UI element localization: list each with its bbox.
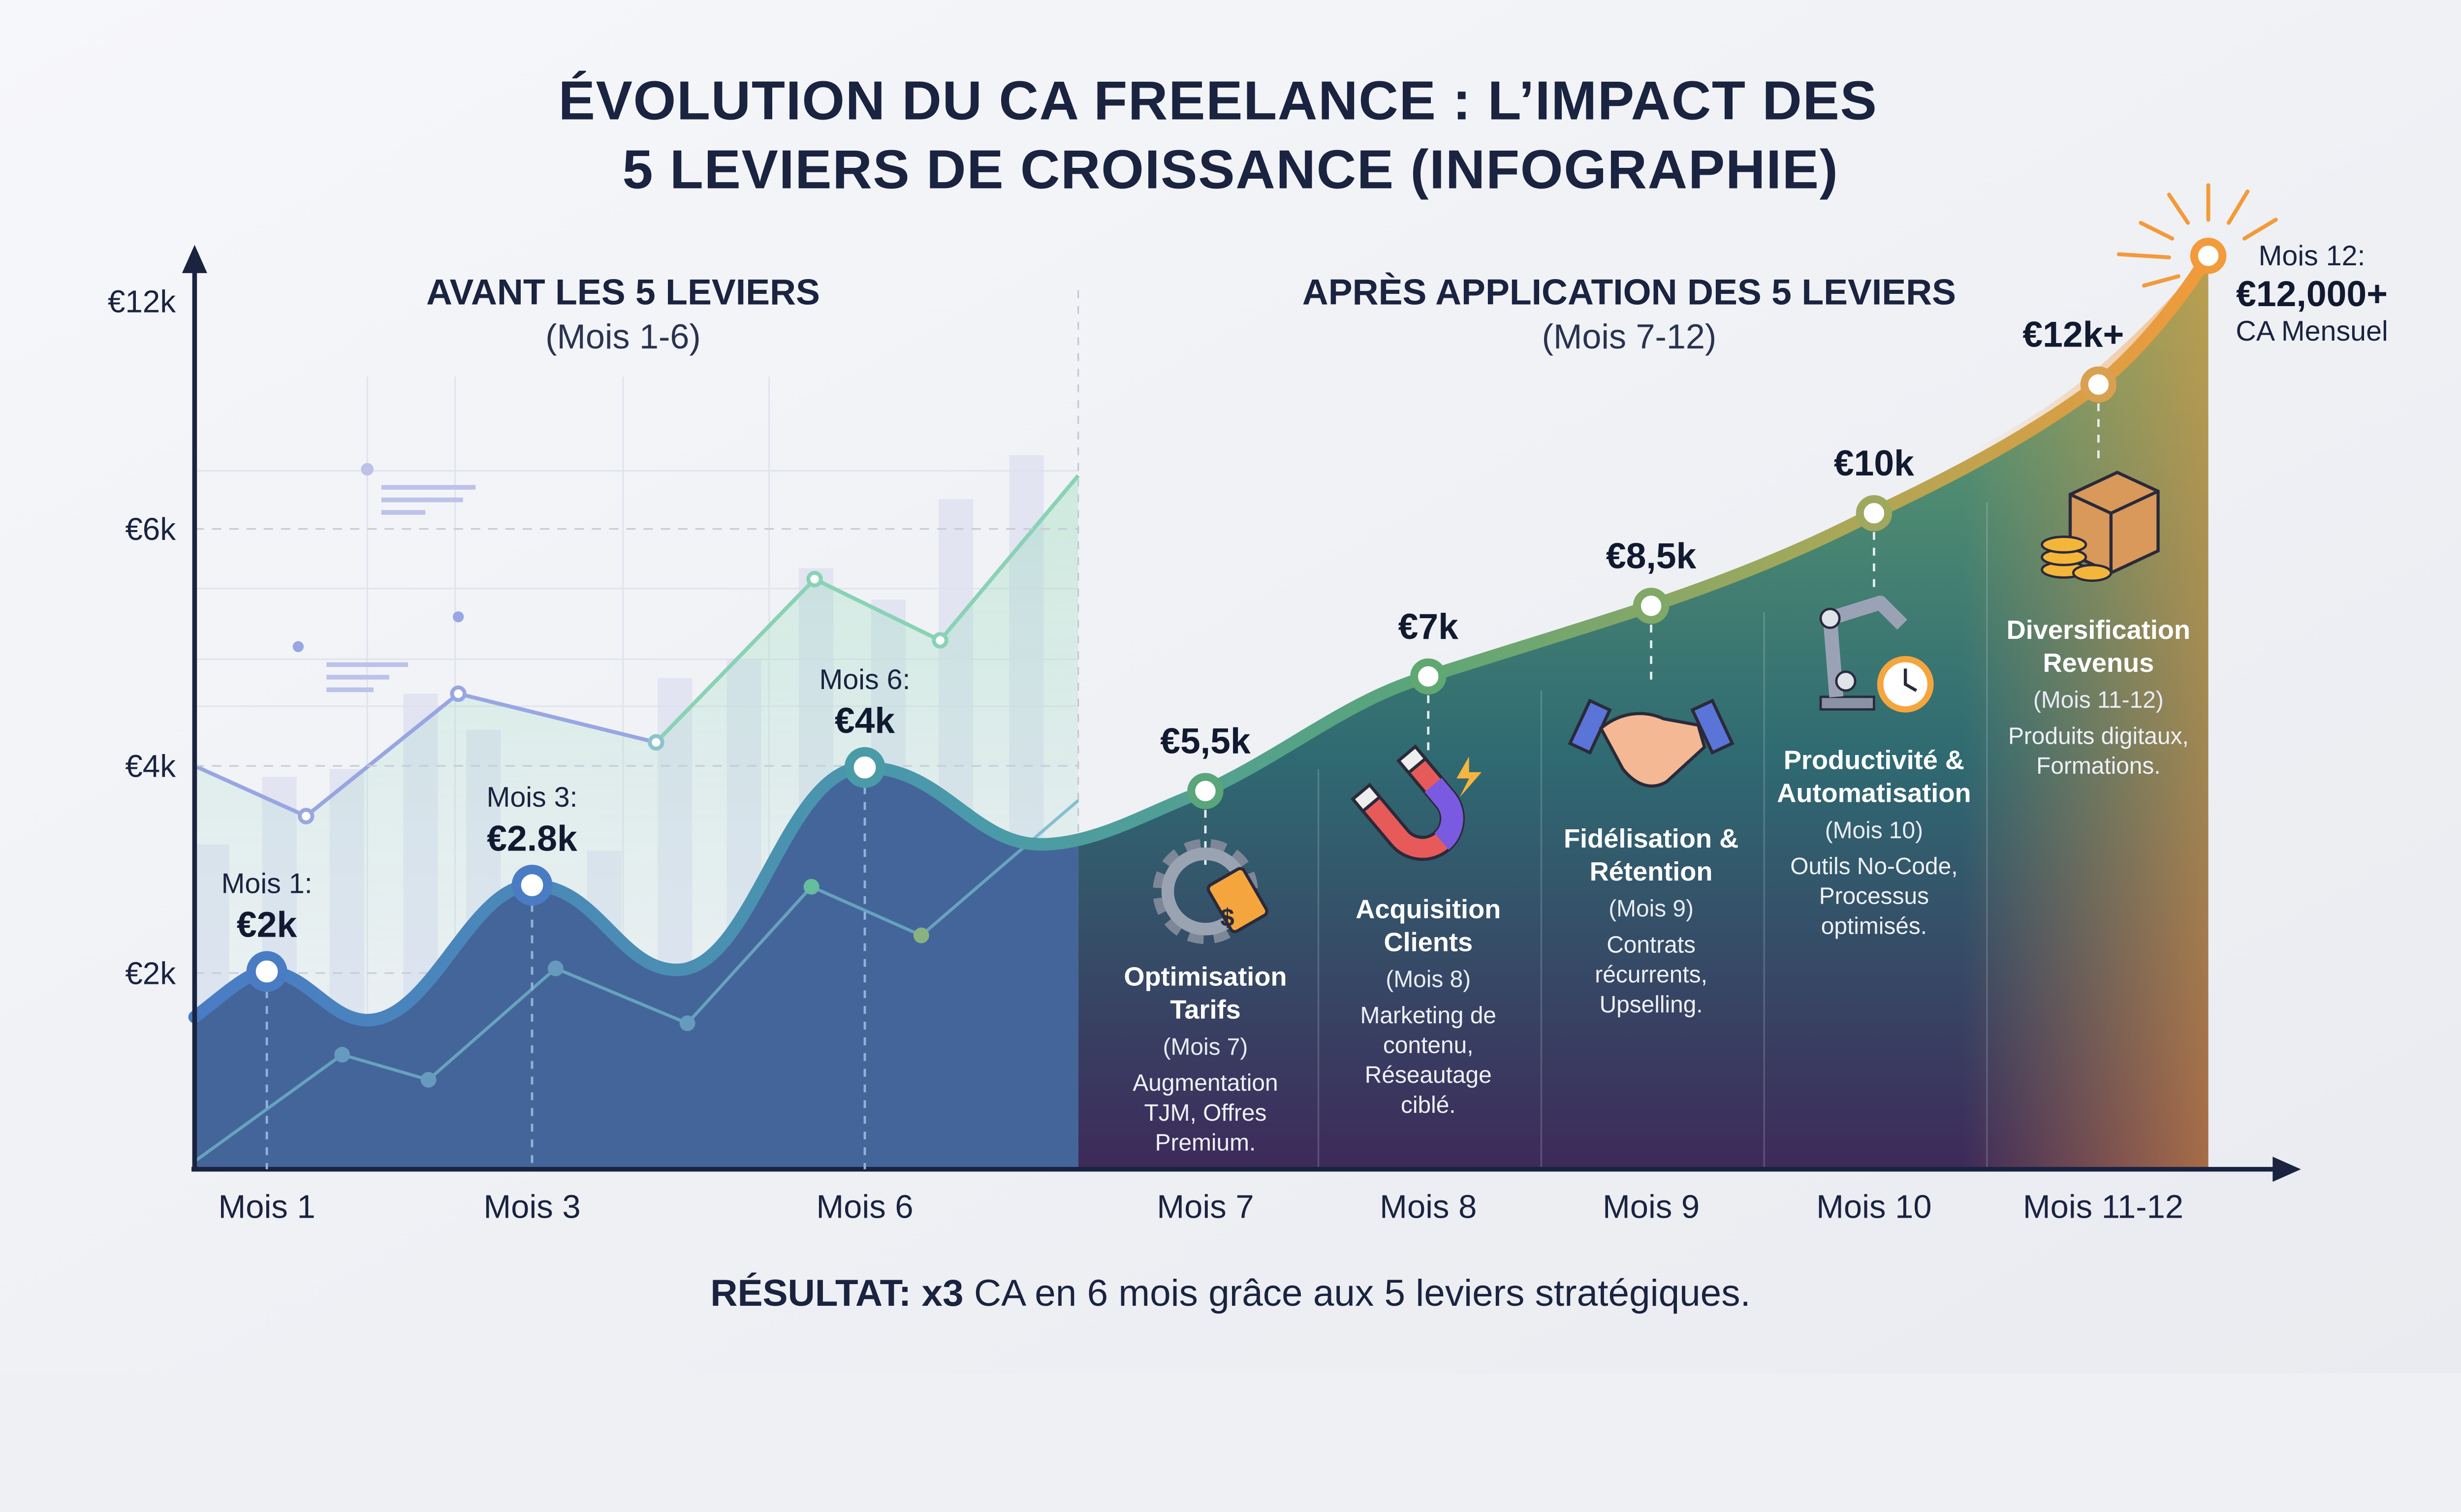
lever-description: Upselling. <box>1600 992 1703 1018</box>
y-tick-12k: €12k <box>108 284 176 319</box>
data-point-marker <box>1856 495 1893 532</box>
lever-month: (Mois 7) <box>1163 1034 1248 1060</box>
x-tick-label: Mois 9 <box>1603 1188 1700 1225</box>
infographic: ÉVOLUTION DU CA FREELANCE : L’IMPACT DES… <box>0 0 2461 1374</box>
point-label: Mois 1: <box>221 868 313 899</box>
lever-month: (Mois 11-12) <box>2033 687 2164 713</box>
robot-arm-clock-icon <box>1819 596 1934 713</box>
lever-month: (Mois 8) <box>1386 967 1471 993</box>
x-tick-label: Mois 8 <box>1380 1188 1477 1225</box>
lever-description: Contrats <box>1607 932 1696 958</box>
data-point-marker <box>1187 773 1224 809</box>
point-label: Mois 12: <box>2259 240 2366 272</box>
axes <box>182 245 2301 1182</box>
data-point-marker <box>1633 588 1670 624</box>
lever-description: optimisés. <box>1821 913 1927 939</box>
y-tick-2k: €2k <box>125 955 176 991</box>
area-before <box>194 767 1078 1169</box>
lever-description: Augmentation <box>1133 1070 1278 1096</box>
lever-description: Processus <box>1819 883 1929 910</box>
lever-title: Optimisation <box>1124 962 1287 992</box>
lever-title: Clients <box>1384 927 1473 957</box>
gear-price-tag-icon: $ <box>1153 839 1269 945</box>
gridlines <box>194 528 1078 974</box>
lever-title: Fidélisation & <box>1564 824 1738 853</box>
lever-description: Premium. <box>1155 1130 1256 1156</box>
svg-text:$: $ <box>1220 903 1234 931</box>
lever-description: TJM, Offres <box>1144 1100 1267 1126</box>
x-tick-label: Mois 7 <box>1157 1188 1254 1225</box>
lever-description: ciblé. <box>1401 1092 1456 1118</box>
result-bold: RÉSULTAT: x3 <box>710 1272 963 1314</box>
lever-title: Acquisition <box>1356 894 1501 924</box>
x-tick-label: Mois 11-12 <box>2023 1188 2183 1225</box>
point-value: €12,000+ <box>2236 274 2388 314</box>
column-separators <box>1317 502 1988 1169</box>
lever-4: Productivité &Automatisation (Mois 10) Out… <box>1777 745 1971 939</box>
lever-title: Tarifs <box>1170 995 1241 1025</box>
lever-description: contenu, <box>1383 1033 1474 1059</box>
result-text: CA en 6 mois grâce aux 5 leviers stratég… <box>964 1272 1751 1314</box>
x-tick-label: Mois 1 <box>218 1188 315 1225</box>
lever-title: Rétention <box>1590 857 1713 886</box>
section-before-sub: (Mois 1-6) <box>545 317 701 356</box>
point-value: €8,5k <box>1606 536 1697 576</box>
point-value: €7k <box>1398 606 1459 647</box>
title-line-1: ÉVOLUTION DU CA FREELANCE : L’IMPACT DES <box>558 69 1877 131</box>
data-point-marker <box>844 747 885 788</box>
lever-title: Revenus <box>2043 648 2154 678</box>
point-value: €10k <box>1834 443 1914 483</box>
result-footer: RÉSULTAT: x3 CA en 6 mois grâce aux 5 le… <box>710 1272 1751 1314</box>
point-label: Mois 6: <box>820 664 911 695</box>
lever-month: (Mois 10) <box>1825 818 1923 844</box>
lever-month: (Mois 9) <box>1609 896 1694 922</box>
lever-description: Produits digitaux, <box>2008 723 2189 749</box>
point-value: €4k <box>835 700 895 741</box>
area-orange-glow <box>1961 255 2209 1169</box>
section-after-title: APRÈS APPLICATION DES 5 LEVIERS <box>1302 272 1956 313</box>
lever-description: Réseautage <box>1365 1062 1492 1088</box>
x-axis-ticks: Mois 1 Mois 3 Mois 6 Mois 7 Mois 8 Mois 9 Mois… <box>218 1188 2183 1225</box>
title-line-2: 5 LEVIERS DE CROISSANCE (INFOGRAPHIE) <box>623 139 1839 200</box>
section-before-title: AVANT LES 5 LEVIERS <box>426 272 820 313</box>
x-tick-label: Mois 10 <box>1816 1188 1931 1225</box>
point-value: €12k+ <box>2022 315 2124 355</box>
point-value: €2.8k <box>487 818 577 858</box>
point-value: €2k <box>237 905 297 945</box>
lever-description: Outils No-Code, <box>1790 853 1957 880</box>
lever-title: Diversification <box>2007 615 2190 645</box>
lever-title: Automatisation <box>1777 778 1971 808</box>
point-label: Mois 3: <box>487 782 578 813</box>
lever-description: récurrents, <box>1595 962 1707 988</box>
lever-description: Formations. <box>2036 753 2161 779</box>
section-after-sub: (Mois 7-12) <box>1542 317 1717 356</box>
data-point-marker <box>511 865 553 906</box>
y-tick-4k: €4k <box>125 748 176 784</box>
sparkle-icon <box>2116 183 2278 288</box>
y-tick-6k: €6k <box>125 511 176 547</box>
lever-title: Productivité & <box>1784 745 1964 775</box>
data-point-marker <box>1410 658 1447 695</box>
data-point-marker <box>2190 238 2227 274</box>
data-points: Mois 1: €2k Mois 3: €2.8k Mois 6: €4k €5,5k €7k… <box>221 238 2388 1169</box>
data-point-marker <box>2080 366 2117 403</box>
data-point-marker <box>246 951 287 992</box>
point-value: €5,5k <box>1160 721 1251 761</box>
x-tick-label: Mois 3 <box>483 1188 580 1225</box>
lever-description: Marketing de <box>1360 1003 1496 1029</box>
box-coins-icon <box>2041 471 2160 582</box>
x-tick-label: Mois 6 <box>816 1188 913 1225</box>
handshake-icon <box>1568 698 1735 788</box>
lever-3: Fidélisation & Rétention (Mois 9) Contrats r… <box>1564 824 1738 1018</box>
lightning-icon <box>1456 756 1482 797</box>
magnet-icon <box>1351 744 1465 861</box>
inner-lines <box>193 799 1079 1163</box>
point-note: CA Mensuel <box>2236 315 2388 347</box>
